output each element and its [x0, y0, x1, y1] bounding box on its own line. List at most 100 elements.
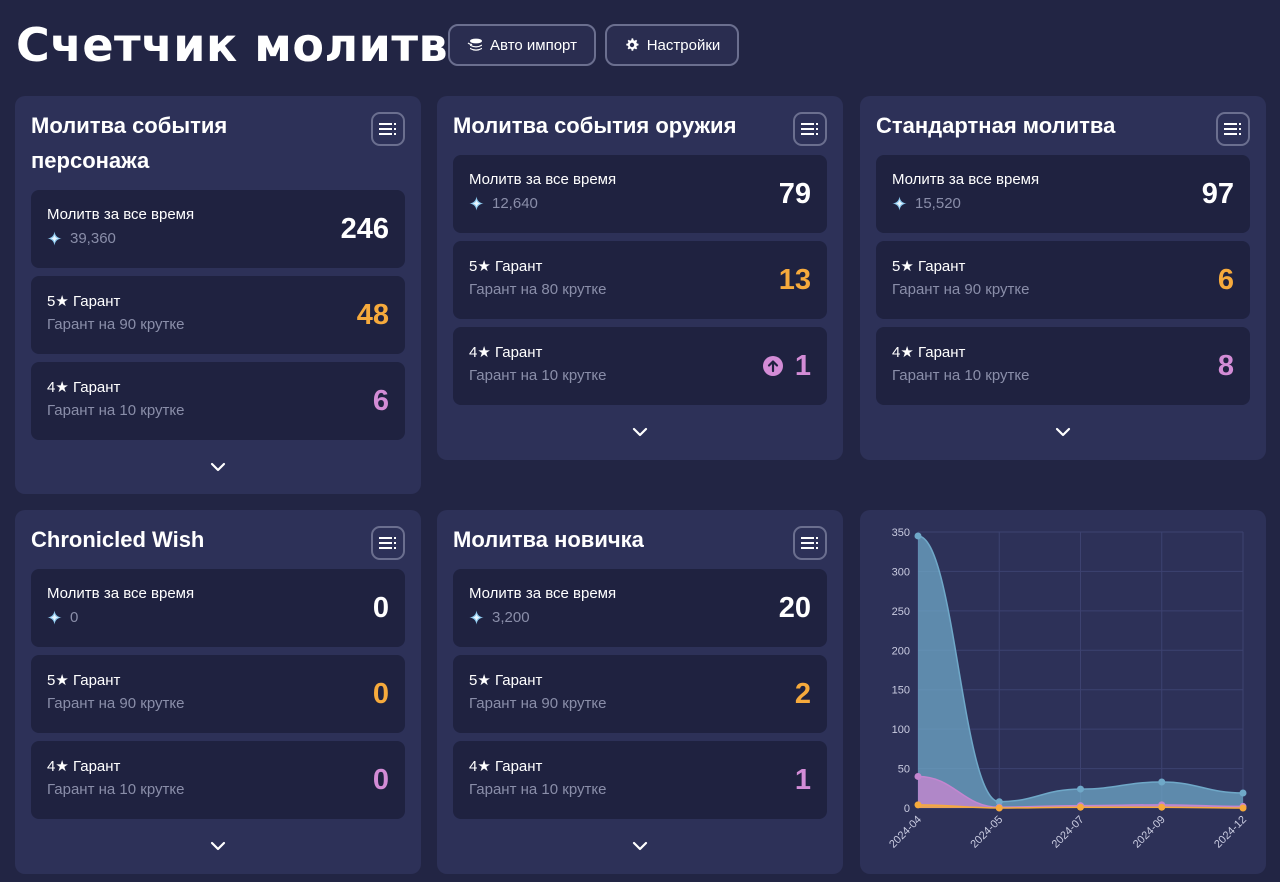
pity-caption: Гарант на 10 крутке [892, 367, 1030, 384]
card-value: 0 [372, 592, 389, 624]
auto-import-button[interactable]: Авто импорт [448, 24, 596, 66]
layers-icon [467, 38, 483, 51]
panel-menu-button[interactable] [371, 526, 405, 560]
series-area [918, 535, 1243, 808]
card-value: 97 [1201, 178, 1234, 210]
card-label: Молитв за все время [469, 585, 617, 602]
pity-caption: Гарант на 90 крутке [892, 281, 1030, 298]
total-wishes-card: Молитв за все время 3,200 20 [453, 569, 827, 647]
chevron-down-icon[interactable] [210, 462, 226, 472]
history-chart: 0 50 100 150 200 250 300 350 2024-04 2024-05 2024-… [887, 527, 1249, 851]
primogem-value: 0 [70, 609, 79, 626]
panel-menu-button[interactable] [1216, 112, 1250, 146]
card-value: 1 [794, 764, 811, 796]
total-wishes-card: Молитв за все время 12,640 79 [453, 155, 827, 233]
primogem-count: 0 [47, 609, 78, 626]
data-point [914, 801, 922, 809]
wish-panel: Молитва новичка Молитв за все время 3,20… [437, 510, 843, 874]
page-title: Счетчик молитв [16, 18, 449, 72]
card-value: 2 [794, 678, 811, 710]
list-menu-icon [379, 122, 397, 136]
four-star-pity-card: 4★ Гарант Гарант на 10 крутке 6 [31, 362, 405, 440]
card-label: 5★ Гарант [47, 672, 121, 689]
list-menu-icon [801, 536, 819, 550]
card-value: 48 [356, 299, 389, 331]
arrow-up-circle-icon [763, 356, 783, 376]
primogem-value: 12,640 [492, 195, 538, 212]
panel-title: Молитва новичка [453, 527, 644, 552]
card-value: 1 [794, 350, 811, 382]
card-value: 0 [372, 678, 389, 710]
four-star-pity-card: 4★ Гарант Гарант на 10 крутке 0 [31, 741, 405, 819]
primogem-icon [47, 231, 62, 246]
chart-panel: 0 50 100 150 200 250 300 350 2024-04 2024-05 2024-… [860, 510, 1266, 874]
chevron-down-icon[interactable] [632, 841, 648, 851]
data-point [995, 804, 1003, 812]
card-value: 8 [1217, 350, 1234, 382]
data-point [1077, 803, 1084, 811]
y-tick-label: 150 [892, 685, 910, 697]
primogem-value: 3,200 [492, 609, 530, 626]
data-point [1077, 785, 1084, 793]
card-label: 5★ Гарант [892, 258, 966, 275]
list-menu-icon [1224, 122, 1242, 136]
primogem-icon [469, 610, 484, 625]
four-star-pity-card: 4★ Гарант Гарант на 10 крутке 1 [453, 327, 827, 405]
card-label: Молитв за все время [892, 171, 1040, 188]
card-value: 20 [778, 592, 811, 624]
total-wishes-card: Молитв за все время 39,360 246 [31, 190, 405, 268]
panel-menu-button[interactable] [793, 526, 827, 560]
card-value: 13 [778, 264, 811, 296]
primogem-count: 39,360 [47, 230, 116, 247]
x-tick-label: 2024-07 [1050, 814, 1087, 851]
data-point [914, 772, 922, 780]
data-point [1239, 804, 1247, 812]
series-line [917, 535, 1244, 803]
page-header: Счетчик молитв [16, 14, 448, 76]
pity-caption: Гарант на 90 крутке [469, 695, 607, 712]
panel-menu-button[interactable] [793, 112, 827, 146]
data-point [1158, 803, 1166, 811]
chevron-down-icon[interactable] [210, 841, 226, 851]
primogem-count: 12,640 [469, 195, 538, 212]
card-value: 6 [372, 385, 389, 417]
wish-panel: Chronicled Wish Молитв за все время 0 0 … [15, 510, 421, 874]
y-tick-label: 100 [892, 724, 910, 736]
primogem-value: 39,360 [70, 230, 116, 247]
primogem-icon [469, 196, 484, 211]
settings-button[interactable]: Настройки [605, 24, 739, 66]
panel-title: Стандартная молитва [876, 113, 1116, 138]
x-tick-label: 2024-09 [1131, 814, 1168, 851]
card-label: Молитв за все время [469, 171, 617, 188]
wish-panel: Молитва события персонажа Молитв за все … [15, 96, 421, 494]
total-wishes-card: Молитв за все время 15,520 97 [876, 155, 1250, 233]
pity-caption: Гарант на 10 крутке [469, 781, 607, 798]
pity-caption: Гарант на 80 крутке [469, 281, 607, 298]
list-menu-icon [379, 536, 397, 550]
card-label: Молитв за все время [47, 585, 195, 602]
pity-caption: Гарант на 90 крутке [47, 695, 185, 712]
four-star-pity-card: 4★ Гарант Гарант на 10 крутке 8 [876, 327, 1250, 405]
card-value: 246 [340, 213, 389, 245]
card-label: 4★ Гарант [47, 758, 121, 775]
pity-caption: Гарант на 90 крутке [47, 316, 185, 333]
chevron-down-icon[interactable] [632, 427, 648, 437]
card-value: 0 [372, 764, 389, 796]
x-tick-label: 2024-04 [887, 814, 924, 851]
primogem-count: 15,520 [892, 195, 961, 212]
five-star-pity-card: 5★ Гарант Гарант на 90 крутке 48 [31, 276, 405, 354]
y-tick-label: 50 [898, 764, 910, 776]
pity-caption: Гарант на 10 крутке [47, 781, 185, 798]
card-label: 4★ Гарант [469, 344, 543, 361]
y-tick-label: 0 [904, 803, 910, 815]
card-label: 4★ Гарант [469, 758, 543, 775]
data-point [995, 798, 1003, 806]
five-star-pity-card: 5★ Гарант Гарант на 90 крутке 2 [453, 655, 827, 733]
card-label: 5★ Гарант [47, 293, 121, 310]
panel-title: Chronicled Wish [31, 527, 205, 552]
primogem-icon [47, 610, 62, 625]
chevron-down-icon[interactable] [1055, 427, 1071, 437]
panel-menu-button[interactable] [371, 112, 405, 146]
card-label: Молитв за все время [47, 206, 195, 223]
settings-label: Настройки [646, 36, 721, 54]
